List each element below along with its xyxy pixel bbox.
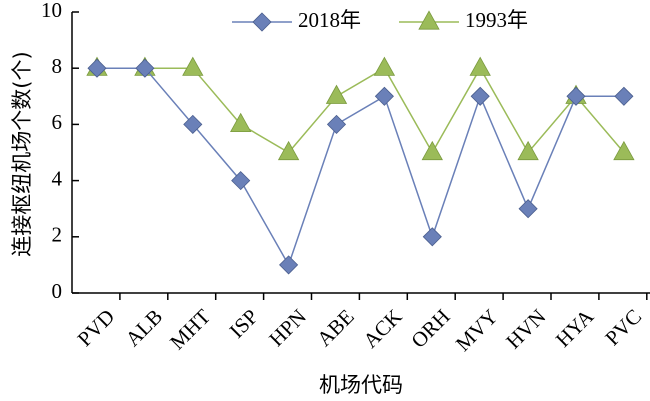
legend-item-1993: 1993年 [399,8,528,32]
data-point-orh [421,140,443,161]
x-tick-label-hya: HYA [551,304,599,352]
x-tick-label-ack: ACK [358,304,406,352]
data-point-ack [373,56,396,76]
y-axis-title: 连接枢纽机场个数(个) [10,51,34,256]
data-point-mvy [469,56,491,76]
legend: 2018年 1993年 [232,8,528,32]
data-point-pvc [613,140,635,161]
series-line [97,66,625,155]
x-tick-label-orh: ORH [406,304,454,352]
data-point-hya [566,86,586,106]
data-point-pvd [87,58,107,78]
data-point-alb [135,58,155,78]
y-tick-label: 4 [52,166,63,190]
x-axis-title: 机场代码 [319,373,403,397]
x-tick-label-mht: MHT [165,304,215,354]
x-tick-label-pvd: PVD [73,304,120,351]
legend-item-2018: 2018年 [232,8,361,32]
x-tick-label-abe: ABE [312,304,359,351]
x-tick-label-isp: ISP [225,304,263,342]
legend-label: 2018年 [298,8,361,32]
x-tick-label-hvn: HVN [501,304,550,353]
data-point-pvc [614,86,634,106]
data-point-orh [422,227,442,247]
data-point-abe [325,84,348,104]
series-2018 [87,58,634,275]
x-tick-label-hpn: HPN [264,304,311,351]
x-tick-label-mvy: MVY [451,304,503,356]
data-point-mht [182,56,204,76]
data-point-mht [183,114,203,134]
x-tick-label-pvc: PVC [600,304,646,350]
y-tick-label: 8 [52,54,63,78]
data-point-ack [374,86,394,106]
legend-label: 1993年 [465,8,528,32]
y-tick-label: 0 [52,279,63,303]
y-tick-label: 2 [52,223,63,247]
data-point-hpn [279,255,299,275]
data-point-isp [231,171,251,191]
y-tick-label: 10 [41,0,62,22]
x-tick-label-alb: ALB [121,304,168,351]
data-point-hvn [517,140,539,161]
data-point-hvn [518,199,538,219]
data-point-hpn [277,140,300,161]
y-tick-label: 6 [52,110,63,134]
series-line [97,67,624,267]
series-layer [86,56,635,275]
data-point-abe [326,114,347,134]
data-point-isp [230,112,252,133]
y-ticks: 0 2 4 6 8 10 [41,0,79,303]
axes [71,12,650,294]
legend-marker [252,12,272,32]
data-point-mvy [470,86,490,106]
series-1993 [86,56,635,161]
legend-marker [418,10,440,30]
